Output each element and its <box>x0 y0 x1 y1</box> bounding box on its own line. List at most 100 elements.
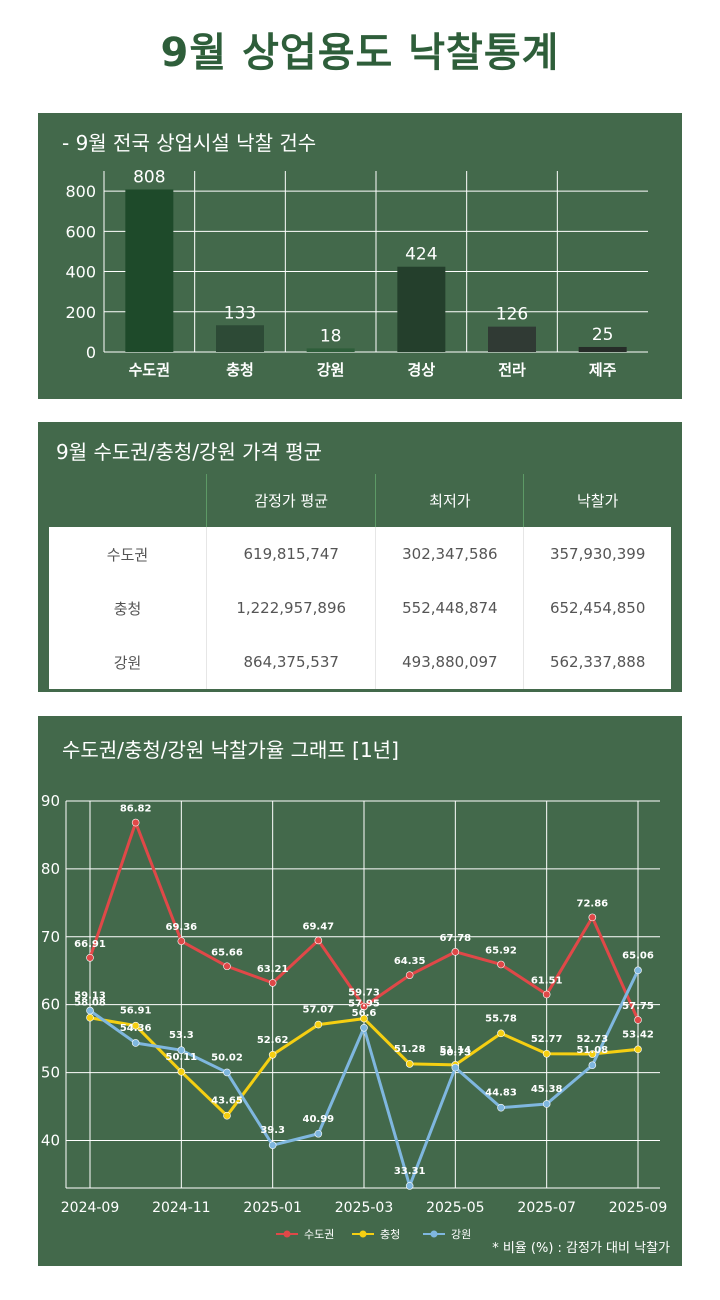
line-xtick-label: 2025-05 <box>426 1200 485 1216</box>
data-point <box>223 1068 231 1077</box>
data-label: 65.92 <box>485 945 517 956</box>
bar-ytick-label: 400 <box>65 263 96 282</box>
line-chart: 40 50 60 70 80 90 2024-09 2024-11 2025-01 2025-03… <box>41 792 668 1241</box>
bar-ytick-label: 0 <box>86 343 96 362</box>
line-chart-panel: 수도권/충청/강원 낙찰가율 그래프 [1년] 40 50 60 70 80 90 2024… <box>38 716 682 1266</box>
data-label: 53.3 <box>169 1030 194 1041</box>
data-point <box>497 1029 505 1038</box>
data-point <box>360 1014 368 1023</box>
data-label: 58.08 <box>74 998 106 1009</box>
data-point <box>86 1013 94 1022</box>
data-point <box>268 979 277 987</box>
line-xtick-label: 2024-11 <box>152 1200 211 1216</box>
data-point <box>542 1049 551 1058</box>
data-label: 65.66 <box>211 947 243 958</box>
table-cell: 619,815,747 <box>205 527 376 581</box>
table-header-cell <box>49 474 207 527</box>
table-cell: 864,375,537 <box>205 635 376 689</box>
data-point <box>131 818 140 827</box>
price-table-panel: 9월 수도권/충청/강원 가격 평균 감정가 평균 최저가 낙찰가 수도권 61… <box>38 422 682 692</box>
data-point <box>542 1100 551 1108</box>
bar-value-label: 133 <box>224 303 256 323</box>
data-label: 69.47 <box>303 921 335 932</box>
bar <box>397 266 446 352</box>
legend-label: 충청 <box>380 1228 400 1241</box>
legend-swatch-marker <box>283 1230 291 1238</box>
bar-value-label: 424 <box>405 245 437 265</box>
data-point <box>314 936 323 945</box>
data-label: 66.91 <box>74 939 106 950</box>
data-label: 69.36 <box>166 922 198 933</box>
bar <box>578 346 627 352</box>
line-xtick-label: 2025-03 <box>335 1200 394 1216</box>
data-label: 43.65 <box>211 1096 243 1107</box>
bar-category-label: 수도권 <box>129 361 170 379</box>
data-label: 56.91 <box>120 1006 152 1017</box>
bar-category-label: 경상 <box>408 361 436 379</box>
data-label: 61.51 <box>531 975 563 986</box>
legend-swatch-marker <box>359 1230 367 1238</box>
data-label: 50.73 <box>440 1048 472 1059</box>
table-cell: 652,454,850 <box>523 581 671 635</box>
data-point <box>314 1129 323 1138</box>
table-cell-region: 강원 <box>49 635 207 689</box>
bar-category-label: 충청 <box>226 361 254 379</box>
data-label: 33.31 <box>394 1166 426 1177</box>
page-title: 9월 상업용도 낙찰통계 <box>160 30 560 76</box>
data-label: 54.36 <box>120 1023 152 1034</box>
data-label: 55.78 <box>485 1013 517 1024</box>
data-point <box>177 937 186 945</box>
data-label: 57.95 <box>348 999 380 1010</box>
data-label: 59.73 <box>348 988 380 999</box>
data-point <box>451 948 460 956</box>
data-label: 45.38 <box>531 1084 563 1095</box>
line-xtick-label: 2025-09 <box>609 1200 668 1216</box>
line-xtick-label: 2025-01 <box>243 1200 302 1216</box>
bar-value-label: 126 <box>496 305 528 325</box>
table-row: 강원 864,375,537 493,880,097 562,337,888 <box>49 635 671 689</box>
data-point <box>177 1068 186 1076</box>
data-point <box>451 1063 460 1072</box>
bar <box>216 325 264 352</box>
data-point <box>634 1045 642 1054</box>
data-label: 44.83 <box>485 1088 517 1099</box>
table-cell: 562,337,888 <box>523 635 671 689</box>
data-point <box>588 1050 597 1058</box>
data-label: 59.13 <box>74 991 106 1002</box>
legend-label: 강원 <box>451 1228 471 1241</box>
bar-category-label: 전라 <box>498 361 526 379</box>
bar-value-label: 25 <box>592 325 614 345</box>
line-ytick-label: 90 <box>41 792 60 810</box>
data-point <box>177 1046 186 1054</box>
data-label: 51.28 <box>394 1044 426 1055</box>
table-row: 충청 1,222,957,896 552,448,874 652,454,850 <box>49 581 671 635</box>
line-xtick-label: 2025-07 <box>517 1200 576 1216</box>
data-label: 57.07 <box>303 1005 335 1016</box>
data-label: 57.75 <box>622 1001 654 1012</box>
data-point <box>405 971 414 979</box>
data-point <box>588 1061 597 1070</box>
data-label: 64.35 <box>394 956 426 967</box>
bar-chart: 0 200 400 600 800 808 수도권 133 충청 18 강원 424 경상 126 전라 25… <box>65 168 648 379</box>
data-label: 67.78 <box>440 933 472 944</box>
bar-category-label: 제주 <box>589 361 617 379</box>
table-cell: 357,930,399 <box>523 527 671 581</box>
data-point <box>131 1039 140 1047</box>
line-xtick-label: 2024-09 <box>61 1200 120 1216</box>
chart-footnote: * 비율 (%) : 감정가 대비 낙찰가 <box>492 1241 670 1256</box>
bar-ytick-label: 800 <box>65 182 96 201</box>
table-row: 수도권 619,815,747 302,347,586 357,930,399 <box>49 527 671 581</box>
bar <box>306 348 355 352</box>
data-label: 39.3 <box>260 1125 285 1136</box>
data-label: 86.82 <box>120 804 152 815</box>
table-header-row: 감정가 평균 최저가 낙찰가 <box>49 474 671 527</box>
bar-chart-panel: - 9월 전국 상업시설 낙찰 건수 0 200 400 600 800 808 수도권 13… <box>38 113 682 399</box>
data-point <box>588 913 597 922</box>
data-point <box>86 953 94 962</box>
table-header-cell: 낙찰가 <box>523 474 671 527</box>
data-label: 63.21 <box>257 964 289 975</box>
line-ytick-label: 70 <box>41 928 60 946</box>
data-label: 52.77 <box>531 1034 563 1045</box>
table-cell: 1,222,957,896 <box>205 581 376 635</box>
table-header-cell: 최저가 <box>375 474 524 527</box>
